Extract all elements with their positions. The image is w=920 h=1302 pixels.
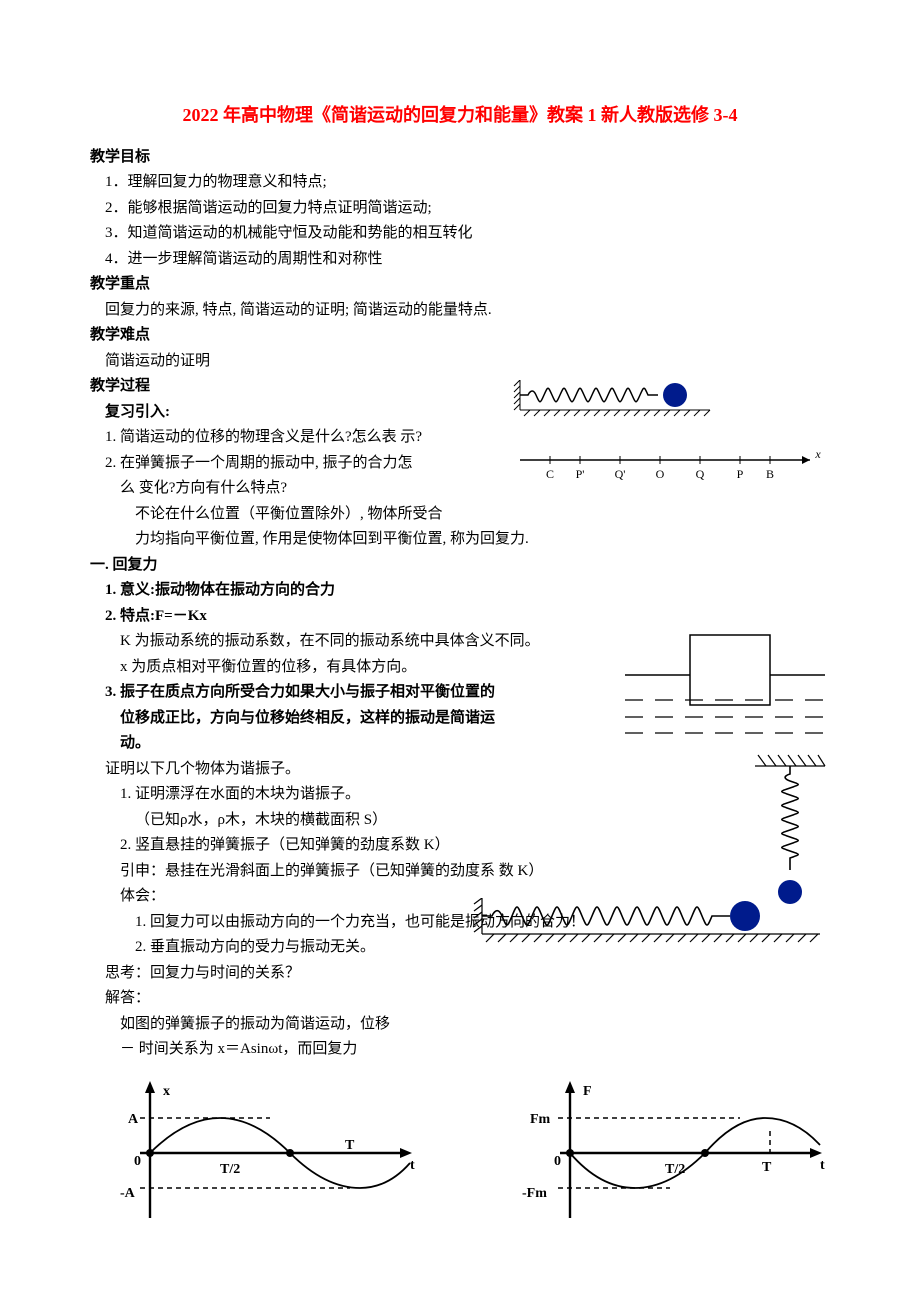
heading-difficulty: 教学难点: [90, 323, 830, 349]
figure-vertical-spring: [750, 752, 830, 912]
heading-focus: 教学重点: [90, 272, 830, 298]
answer-head: 解答：: [90, 986, 830, 1012]
chart2-t: T: [762, 1160, 772, 1175]
axis-label-p: P: [737, 467, 744, 481]
axis-label-c: C: [546, 467, 554, 481]
axis-label-q1: Q': [615, 467, 626, 481]
chart1-x: t: [410, 1158, 415, 1173]
goal-item: 3．知道简谐运动的机械能守恒及动能和势能的相互转化: [90, 221, 830, 247]
axis-label-o: O: [656, 467, 665, 481]
s1-item1: 1. 意义:振动物体在振动方向的合力: [90, 578, 830, 604]
chart1-t2: T/2: [220, 1162, 240, 1177]
chart1-y: x: [163, 1084, 170, 1099]
prove-1: 1. 证明漂浮在水面的木块为谐振子。: [90, 782, 830, 808]
think: 思考：回复力与时间的关系？: [90, 961, 830, 987]
figure-floating-block: [620, 625, 830, 740]
heading-goals: 教学目标: [90, 145, 830, 171]
figure-spring-axis: C P' Q' O Q P B x: [510, 380, 830, 500]
chart-f-vs-t: F t Fm -Fm 0 T/2 T: [500, 1073, 830, 1233]
goal-item: 4．进一步理解简谐运动的周期性和对称性: [90, 247, 830, 273]
answer-2: － 时间关系为 x＝Asinωt，而回复力: [90, 1037, 830, 1063]
axis-label-q: Q: [696, 467, 705, 481]
prove-ext: 引申：悬挂在光滑斜面上的弹簧振子（已知弹簧的劲度系 数 K）: [90, 859, 830, 885]
chart2-x: t: [820, 1158, 825, 1173]
chart2-zero: 0: [554, 1154, 561, 1169]
chart1-zero: 0: [134, 1154, 141, 1169]
charts-row: x t A -A 0 T/2 T F t: [90, 1073, 830, 1233]
axis-name-x: x: [814, 447, 821, 461]
answer-1: 如图的弹簧振子的振动为简谐运动，位移: [90, 1012, 830, 1038]
chart2-fm: Fm: [530, 1112, 551, 1127]
chart1-t: T: [345, 1138, 355, 1153]
chart2-t2: T/2: [665, 1162, 685, 1177]
difficulty-text: 简谐运动的证明: [90, 349, 830, 375]
focus-text: 回复力的来源, 特点, 简谐运动的证明; 简谐运动的能量特点.: [90, 298, 830, 324]
prove-2: 2. 竖直悬挂的弹簧振子（已知弹簧的劲度系数 K）: [90, 833, 830, 859]
axis-label-p1: P': [576, 467, 585, 481]
figure-spring-horizontal: [470, 898, 830, 950]
chart-x-vs-t: x t A -A 0 T/2 T: [90, 1073, 420, 1233]
prove-1a: （已知ρ水，ρ木，木块的横截面积 S）: [90, 808, 830, 834]
axis-label-b: B: [766, 467, 774, 481]
chart1-a: A: [128, 1112, 139, 1127]
goal-item: 1．理解回复力的物理意义和特点;: [90, 170, 830, 196]
goal-item: 2．能够根据简谐运动的回复力特点证明简谐运动;: [90, 196, 830, 222]
prove-intro: 证明以下几个物体为谐振子。: [90, 757, 830, 783]
chart2-y: F: [583, 1084, 592, 1099]
heading-section1: 一. 回复力: [90, 553, 830, 579]
page: 2022 年高中物理《简谐运动的回复力和能量》教案 1 新人教版选修 3-4 教…: [0, 0, 920, 1302]
review-p1: 不论在什么位置（平衡位置除外）, 物体所受合: [90, 502, 830, 528]
chart1-na: -A: [120, 1186, 136, 1201]
doc-title: 2022 年高中物理《简谐运动的回复力和能量》教案 1 新人教版选修 3-4: [90, 100, 830, 131]
chart2-nfm: -Fm: [522, 1186, 547, 1201]
review-p2: 力均指向平衡位置, 作用是使物体回到平衡位置, 称为回复力.: [90, 527, 830, 553]
